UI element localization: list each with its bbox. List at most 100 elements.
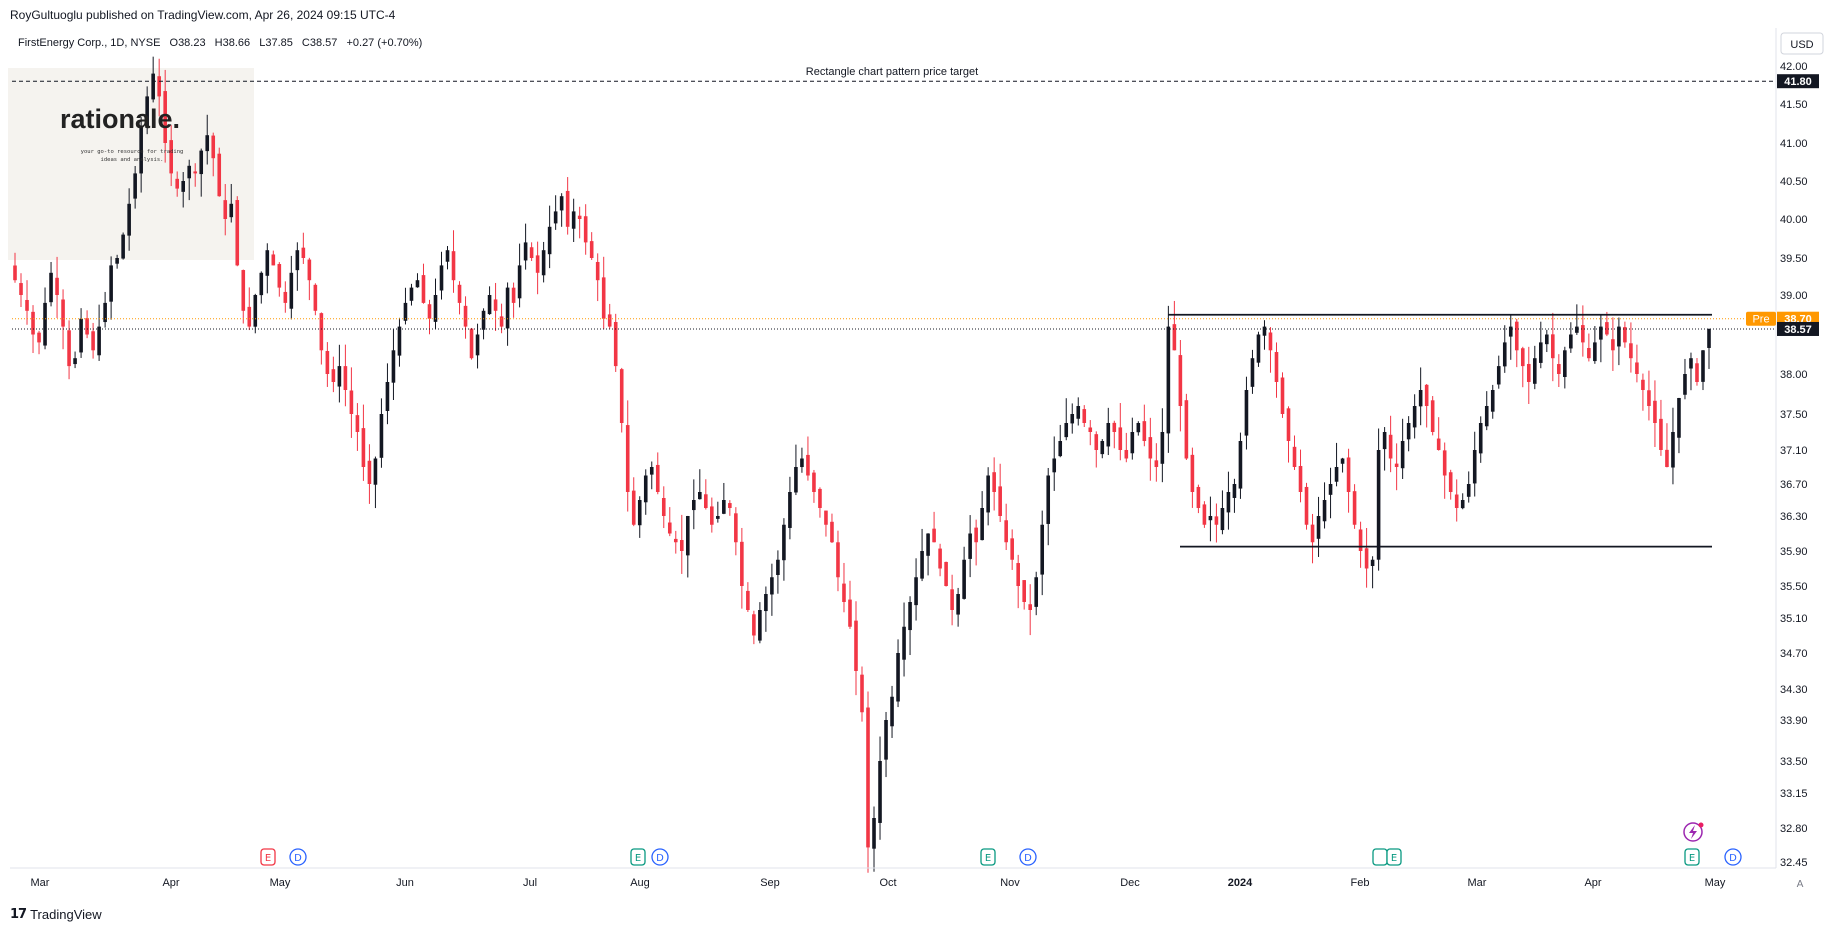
candle-body [1593,342,1597,362]
candle [1304,482,1309,530]
time-axis[interactable]: Mar Apr May Jun Jul Aug Sep Oct Nov Dec 2024 Feb Mar… [31,877,1726,889]
watermark-background [8,68,254,260]
candle [1478,416,1483,463]
candle [794,444,798,496]
candle [109,256,113,320]
candle [788,476,792,540]
event-earnings-icon[interactable]: E [980,848,996,866]
event-badge-label: E [1391,853,1397,864]
candle-body [1178,355,1183,406]
candle-body [956,594,960,615]
candle [1058,424,1063,458]
candle [1184,393,1189,460]
event-earnings-icon[interactable] [1372,848,1388,866]
event-dividend-icon[interactable]: D [1019,848,1037,866]
settings-a-icon: A [1797,879,1804,890]
candle [571,198,576,242]
candle [1424,384,1429,428]
event-earnings-icon[interactable]: E [1386,848,1402,866]
currency-box[interactable]: USD [1780,32,1824,55]
candle-body [433,295,438,322]
lightning-icon[interactable] [1683,822,1704,842]
candle-body [541,250,546,276]
legend-low-label: L [259,37,265,49]
candle [139,117,143,193]
time-tick-label: Jul [523,877,537,889]
candle [1557,354,1561,388]
candle-body [583,216,588,243]
candle-body [283,291,288,303]
settings-corner[interactable]: A [1797,879,1804,890]
candle [127,188,131,251]
candle [896,639,900,708]
candle-body [1569,334,1573,349]
tradingview-footer[interactable]: 𝟭𝟳 TradingView [10,906,102,922]
candle-body [1316,516,1321,539]
candle [1370,556,1375,589]
candle-body [1268,332,1273,351]
candle-body [103,302,107,323]
candle-body [1160,432,1165,464]
event-earnings-icon[interactable]: E [260,848,276,866]
candle [1514,318,1519,368]
candle-body [1472,450,1477,484]
tradingview-footer-label: TradingView [30,906,102,922]
candle [1575,304,1579,335]
price-axis[interactable]: 42.00 41.50 41.00 40.50 40.00 39.50 39.00 38.00… [1780,61,1808,869]
legend-close-value: 38.57 [310,37,338,49]
legend-line: FirstEnergy Corp., 1D, NYSE O38.23 H38.6… [18,37,422,49]
candle-body [217,153,222,197]
legend-change: +0.27 (+0.70%) [346,37,422,49]
candle-body [1202,504,1207,525]
candle [295,242,300,291]
candle-body [13,265,17,281]
candle-body [577,215,582,219]
event-badge-frame [630,848,646,866]
candle-body [403,302,408,321]
candle-body [1436,438,1441,450]
candle [1244,376,1249,450]
candle-body [463,305,468,327]
candle-body [1298,465,1303,492]
candle [1238,432,1243,499]
candle-body [271,254,276,266]
candle [1430,396,1435,436]
event-earnings-icon[interactable]: E [1684,848,1700,866]
candle-body [97,326,101,356]
candle-body [115,258,119,264]
event-badge-frame [980,848,996,866]
event-dividend-icon[interactable]: D [651,848,669,866]
candle [151,56,155,103]
candle [1707,328,1711,369]
candle [1364,527,1369,588]
candle-body [938,548,942,569]
candle [73,351,77,369]
candle [445,246,450,270]
candle [379,398,384,468]
candle-body [926,533,930,556]
candle-body [1328,484,1333,495]
watermark-brand: rationale. [60,104,180,134]
candle [1286,406,1291,463]
candle-body [1322,500,1327,522]
candle [223,184,228,236]
candle [722,482,726,515]
candle-body [157,76,161,97]
candle-body [1581,325,1585,343]
candle [1400,418,1405,479]
candle [1322,482,1327,529]
candle [1064,398,1069,441]
event-earnings-icon[interactable]: E [630,848,646,866]
candle-body [493,299,498,311]
event-dividend-icon[interactable]: D [289,848,307,866]
event-dividend-icon[interactable]: D [1724,848,1742,866]
candle [1232,478,1237,513]
time-tick-label: Dec [1120,877,1140,889]
candle-body [1094,434,1099,450]
candle [1436,417,1441,451]
event-badge-frame [651,848,669,866]
candle [1695,358,1699,386]
candle-body [896,653,900,702]
candle [1665,423,1669,468]
